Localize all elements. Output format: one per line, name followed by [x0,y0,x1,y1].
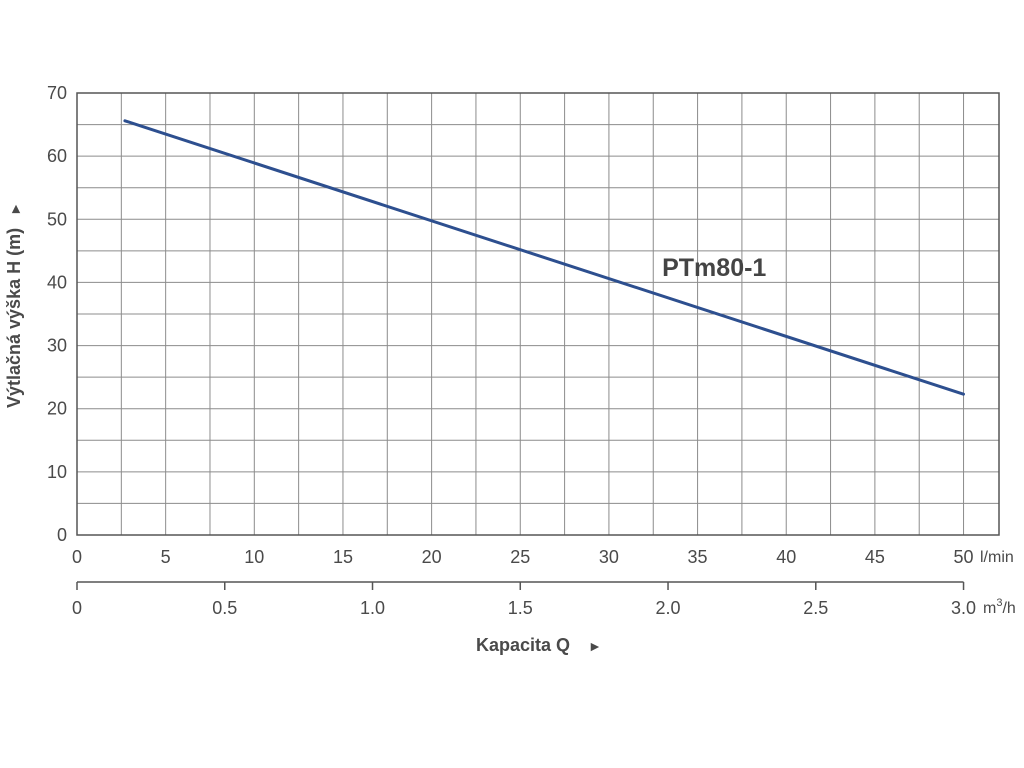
secondary-x-tick-label: 1.0 [360,598,385,618]
secondary-x-tick-label: 0.5 [212,598,237,618]
secondary-x-unit-sup: 3 [996,597,1002,609]
secondary-x-unit-tail: /h [1002,600,1015,617]
secondary-x-tick-label: 3.0 [951,598,976,618]
y-tick-label: 30 [47,336,67,356]
secondary-x-ticks: 0 0.5 1.0 1.5 2.0 2.5 3.0 [72,582,976,618]
series-label: PTm80-1 [662,254,766,282]
x-tick-label: 30 [599,547,619,567]
secondary-x-tick-label: 0 [72,598,82,618]
x-tick-label: 45 [865,547,885,567]
x-tick-label: 35 [688,547,708,567]
x-tick-label: 50 [954,547,974,567]
y-tick-label: 20 [47,399,67,419]
x-tick-label: 0 [72,547,82,567]
x-axis-title-text: Kapacita Q [476,635,570,655]
x-axis-arrow-icon: ► [588,638,602,654]
y-tick-label: 0 [57,525,67,545]
y-tick-labels: 0 10 20 30 40 50 60 70 [47,83,67,545]
secondary-x-tick-label: 2.5 [803,598,828,618]
plot-frame [76,92,1000,536]
x-tick-labels: 0 5 10 15 20 25 30 35 40 45 50 [72,547,974,567]
secondary-x-tick-label: 2.0 [656,598,681,618]
x-tick-label: 5 [161,547,171,567]
x-axis-title: Kapacita Q ► [476,635,602,655]
x-tick-label: 20 [422,547,442,567]
secondary-x-unit-base: m [983,600,996,617]
secondary-x-unit-label: m3/h [983,597,1016,617]
series-line [123,119,965,396]
x-tick-label: 25 [510,547,530,567]
x-unit-label: l/min [980,549,1014,566]
x-tick-label: 10 [244,547,264,567]
y-axis-arrow-icon: ► [7,202,23,216]
y-tick-label: 70 [47,83,67,103]
grid [77,93,999,535]
y-tick-label: 60 [47,146,67,166]
y-tick-label: 40 [47,272,67,292]
y-tick-label: 10 [47,462,67,482]
y-axis-title: Výtlačná výška H (m) ► [4,202,24,408]
series-layer: PTm80-1 [123,119,965,396]
secondary-x-tick-label: 1.5 [508,598,533,618]
y-tick-label: 50 [47,209,67,229]
x-tick-label: 15 [333,547,353,567]
x-tick-label: 40 [776,547,796,567]
y-axis-title-text: Výtlačná výška H (m) [4,228,24,408]
